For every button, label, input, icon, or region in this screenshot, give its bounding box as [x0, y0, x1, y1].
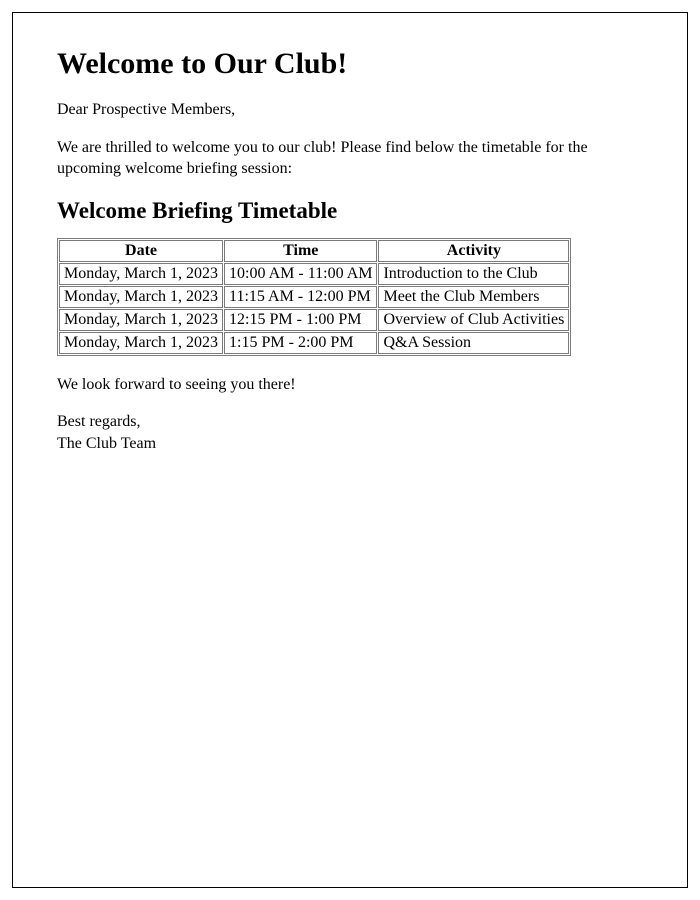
- page-wrapper: Welcome to Our Club! Dear Prospective Me…: [0, 0, 700, 900]
- table-cell-activity: Overview of Club Activities: [378, 309, 569, 331]
- table-row: Monday, March 1, 2023 11:15 AM - 12:00 P…: [59, 286, 569, 308]
- greeting-text: Dear Prospective Members,: [57, 99, 643, 121]
- section-heading: Welcome Briefing Timetable: [57, 198, 643, 224]
- table-cell-time: 1:15 PM - 2:00 PM: [224, 332, 377, 354]
- table-cell-activity: Meet the Club Members: [378, 286, 569, 308]
- table-cell-activity: Introduction to the Club: [378, 263, 569, 285]
- document-page: Welcome to Our Club! Dear Prospective Me…: [12, 12, 688, 888]
- table-cell-time: 11:15 AM - 12:00 PM: [224, 286, 377, 308]
- timetable: Date Time Activity Monday, March 1, 2023…: [57, 238, 571, 356]
- table-cell-activity: Q&A Session: [378, 332, 569, 354]
- table-cell-date: Monday, March 1, 2023: [59, 309, 223, 331]
- page-title: Welcome to Our Club!: [57, 47, 643, 81]
- closing-text: We look forward to seeing you there!: [57, 374, 643, 396]
- intro-text: We are thrilled to welcome you to our cl…: [57, 137, 643, 180]
- table-header-activity: Activity: [378, 240, 569, 262]
- signoff-text: Best regards,: [57, 411, 643, 433]
- signature-text: The Club Team: [57, 433, 643, 455]
- table-row: Monday, March 1, 2023 10:00 AM - 11:00 A…: [59, 263, 569, 285]
- table-cell-date: Monday, March 1, 2023: [59, 332, 223, 354]
- table-cell-date: Monday, March 1, 2023: [59, 263, 223, 285]
- table-cell-time: 10:00 AM - 11:00 AM: [224, 263, 377, 285]
- table-header-row: Date Time Activity: [59, 240, 569, 262]
- table-header-time: Time: [224, 240, 377, 262]
- table-header-date: Date: [59, 240, 223, 262]
- table-cell-date: Monday, March 1, 2023: [59, 286, 223, 308]
- table-row: Monday, March 1, 2023 1:15 PM - 2:00 PM …: [59, 332, 569, 354]
- table-cell-time: 12:15 PM - 1:00 PM: [224, 309, 377, 331]
- table-row: Monday, March 1, 2023 12:15 PM - 1:00 PM…: [59, 309, 569, 331]
- signature-block: Best regards, The Club Team: [57, 411, 643, 454]
